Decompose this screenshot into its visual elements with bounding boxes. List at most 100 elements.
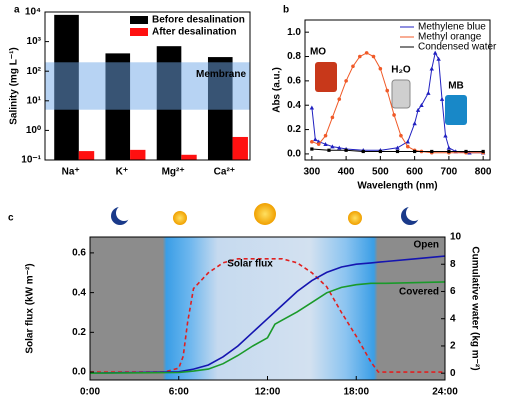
x-tick-label: 0:00 bbox=[80, 387, 100, 398]
marker bbox=[316, 142, 321, 146]
marker bbox=[323, 141, 328, 146]
y-tick-label: 0.8 bbox=[287, 51, 301, 62]
marker bbox=[344, 79, 348, 83]
x-tick-label: 700 bbox=[441, 167, 458, 178]
legend-label: Methyl orange bbox=[418, 32, 482, 43]
x-tick-label: 300 bbox=[304, 167, 321, 178]
y-tick-label: 0.0 bbox=[287, 149, 301, 160]
plot-frame bbox=[304, 19, 491, 161]
y-tick-label: 0.6 bbox=[72, 248, 86, 259]
marker bbox=[361, 149, 365, 154]
x-tick-label: 600 bbox=[406, 167, 423, 178]
membrane-label: Membrane bbox=[196, 69, 246, 80]
marker bbox=[330, 144, 335, 149]
marker bbox=[430, 149, 434, 154]
x-tick-label: K⁺ bbox=[116, 167, 129, 178]
x-tick-label: 6:00 bbox=[169, 387, 189, 398]
marker bbox=[371, 54, 376, 59]
marker bbox=[337, 97, 342, 101]
y-tick-label: 0 bbox=[450, 368, 456, 379]
y2-axis-label: Cumulative water (kg m⁻²) bbox=[469, 246, 480, 370]
series-label: Solar flux bbox=[227, 259, 273, 270]
x-tick-label: Ca²⁺ bbox=[214, 167, 235, 178]
y-tick-label: 10¹ bbox=[27, 95, 42, 106]
panel-label: c bbox=[8, 213, 14, 224]
y-tick-label: 1.0 bbox=[287, 27, 301, 38]
marker bbox=[447, 149, 451, 154]
marker bbox=[337, 145, 342, 150]
marker bbox=[429, 66, 434, 71]
series-line bbox=[311, 51, 484, 154]
panel-label: a bbox=[14, 5, 20, 16]
bar bbox=[232, 136, 248, 160]
series-line bbox=[89, 281, 446, 374]
marker bbox=[432, 50, 438, 55]
y-tick-label: 0.4 bbox=[72, 287, 86, 298]
marker bbox=[351, 64, 355, 69]
y-axis-label: Salinity (mg L⁻¹) bbox=[9, 47, 20, 125]
marker bbox=[310, 147, 314, 151]
series-label: Open bbox=[413, 240, 439, 251]
y-tick-label: 10³ bbox=[27, 36, 42, 47]
x-tick-label: 500 bbox=[372, 167, 389, 178]
marker bbox=[323, 133, 328, 138]
marker bbox=[378, 149, 382, 154]
annotation: MB bbox=[448, 81, 464, 92]
marker bbox=[313, 137, 318, 142]
series-label: Covered bbox=[399, 287, 439, 298]
x-axis-label: Wavelength (nm) bbox=[357, 181, 437, 192]
y-axis-label: Abs (a.u.) bbox=[272, 67, 283, 113]
marker bbox=[395, 145, 400, 150]
y-tick-label: 10⁻¹ bbox=[21, 155, 41, 166]
x-tick-label: 400 bbox=[338, 167, 355, 178]
legend-label: Before desalination bbox=[152, 15, 245, 26]
marker bbox=[436, 56, 441, 61]
y-tick-label: 10⁰ bbox=[26, 125, 41, 136]
x-tick-label: 800 bbox=[475, 167, 492, 178]
x-tick-label: Mg²⁺ bbox=[162, 167, 185, 178]
weather-icons bbox=[111, 203, 422, 225]
legend-swatch bbox=[130, 28, 148, 36]
series-line bbox=[89, 255, 446, 374]
marker bbox=[419, 103, 424, 108]
marker bbox=[395, 149, 400, 154]
legend-label: Methylene blue bbox=[418, 22, 486, 33]
marker bbox=[405, 139, 410, 144]
y-tick-label: 8 bbox=[450, 259, 456, 270]
bar bbox=[78, 151, 95, 160]
y-tick-label: 0.6 bbox=[287, 76, 301, 87]
marker bbox=[309, 105, 315, 110]
x-tick-label: 24:00 bbox=[432, 387, 458, 398]
annotation: H₂O bbox=[391, 65, 411, 76]
y-tick-label: 10² bbox=[27, 66, 42, 77]
membrane-band bbox=[45, 62, 250, 110]
marker bbox=[358, 54, 362, 59]
marker bbox=[413, 149, 417, 154]
series-line bbox=[90, 258, 445, 373]
y-tick-label: 0.4 bbox=[287, 100, 301, 111]
marker bbox=[439, 96, 445, 101]
legend-label: After desalination bbox=[152, 27, 236, 38]
annotation: MO bbox=[310, 47, 326, 58]
marker bbox=[344, 148, 348, 152]
marker bbox=[446, 145, 452, 150]
bar bbox=[181, 154, 197, 160]
marker bbox=[481, 149, 485, 154]
marker bbox=[327, 148, 331, 152]
y-tick-label: 0.2 bbox=[287, 124, 301, 135]
vials bbox=[315, 62, 467, 125]
marker bbox=[426, 90, 431, 95]
legend-label: Condensed water bbox=[418, 42, 497, 53]
marker bbox=[364, 51, 369, 55]
y-tick-label: 10⁴ bbox=[25, 7, 41, 18]
x-tick-label: Na⁺ bbox=[62, 167, 80, 178]
marker bbox=[330, 115, 335, 120]
marker bbox=[405, 144, 410, 149]
plot-frame bbox=[44, 11, 251, 161]
marker bbox=[399, 133, 403, 138]
marker bbox=[378, 66, 383, 71]
x-tick-label: 18:00 bbox=[343, 387, 369, 398]
y-tick-label: 4 bbox=[450, 313, 456, 324]
legend-swatch bbox=[130, 16, 148, 24]
